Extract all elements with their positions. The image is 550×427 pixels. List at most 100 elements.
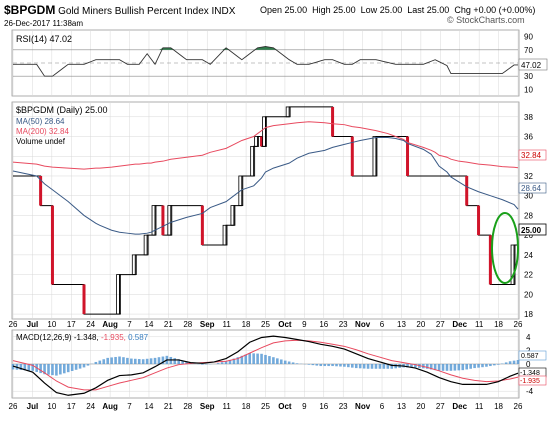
x-tick-label: 17 (67, 402, 76, 411)
macd-histogram-bar (130, 358, 133, 365)
macd-histogram-bar (362, 364, 366, 369)
price-panel: 3836343230282624222018 $BPGDM (Daily) 25… (11, 101, 547, 320)
macd-tick-label: -4 (526, 387, 534, 396)
up-bar (254, 136, 260, 147)
macd-histogram-bar (433, 364, 437, 371)
macd-histogram-bar (319, 364, 323, 367)
up-bar (151, 205, 157, 236)
macd-histogram-bar (62, 364, 66, 374)
up-bar (285, 106, 291, 118)
x-tick-label: 10 (47, 402, 56, 411)
down-bar (161, 205, 165, 236)
x-tick-label: 9 (302, 320, 307, 329)
price-legend-ma50: MA(50) 28.64 (16, 117, 65, 126)
last-price-label: 25.00 (521, 226, 542, 235)
stockcharts-watermark: © StockCharts.com (447, 15, 525, 25)
x-tick-label: Nov (355, 320, 371, 329)
macd-histogram-bar (268, 356, 271, 365)
exchange: INDX (211, 6, 236, 17)
x-tick-label: 14 (145, 320, 154, 329)
macd-histogram-bar (347, 364, 350, 368)
rsi-tick-label: 10 (524, 85, 533, 94)
rsi-tick-label: 30 (524, 72, 533, 81)
macd-histogram-bar (19, 364, 23, 370)
macd-histogram-bar (410, 364, 413, 368)
macd-histogram-bar (489, 364, 492, 367)
x-tick-label: 20 (416, 402, 425, 411)
x-tick-label: 24 (86, 320, 95, 329)
x-tick-label: Dec (452, 320, 467, 329)
macd-histogram-bar (232, 358, 236, 365)
macd-histogram-bar (23, 364, 27, 371)
price-tick-label: 30 (524, 192, 533, 201)
macd-histogram-bar (485, 364, 488, 367)
x-tick-label: 28 (183, 320, 192, 329)
header-quote: Open 25.00 High 25.00 Low 25.00 Last 25.… (260, 5, 536, 15)
macd-histogram-bar (102, 359, 106, 365)
macd-histogram-bar (98, 360, 102, 365)
macd-histogram-bar (126, 357, 129, 365)
price-tick-label: 26 (524, 231, 533, 240)
down-bar (331, 106, 335, 137)
macd-histogram-bar (390, 364, 394, 369)
macd-histogram-bar (248, 353, 252, 365)
x-tick-label: Dec (452, 402, 467, 411)
down-bar (39, 175, 43, 206)
macd-histogram-bar (27, 364, 31, 371)
up-bar (222, 224, 228, 246)
macd-histogram-bar (149, 358, 153, 365)
x-tick-label: 26 (9, 402, 18, 411)
macd-histogram-bar (469, 364, 472, 369)
x-tick-label: Sep (200, 402, 215, 411)
x-tick-label: Jul (27, 320, 39, 329)
macd-histogram-bar (55, 364, 58, 376)
price-legend-volume: Volume undef (16, 137, 66, 146)
price-step-line (13, 106, 518, 315)
macd-histogram-bar (134, 358, 137, 365)
macd-histogram-bar (315, 364, 319, 366)
x-tick-label: 23 (339, 402, 348, 411)
macd-histogram-bar (157, 357, 161, 365)
ma200-value-label: 32.84 (521, 151, 542, 160)
down-bar (350, 136, 354, 176)
macd-histogram-bar (47, 364, 50, 375)
macd-histogram-bar (276, 358, 279, 365)
rsi-last-label: 47.02 (521, 61, 542, 70)
rsi-panel: 9070503010 47.02 RSI(14) 47.02 (11, 29, 548, 97)
macd-histogram-bar (94, 361, 98, 365)
macd-histogram-bar (236, 357, 240, 365)
macd-histogram-bar (240, 355, 244, 365)
up-bar (167, 205, 173, 236)
down-bar (50, 205, 54, 285)
ma200-line (12, 121, 519, 170)
down-bar (200, 205, 204, 246)
macd-histogram-bar (481, 364, 484, 368)
macd-histogram-bar (216, 363, 220, 365)
x-tick-label: 26 (514, 402, 523, 411)
macd-histogram-bar (295, 363, 299, 365)
x-tick-label: Oct (278, 402, 292, 411)
macd-histogram-bar (122, 357, 125, 365)
macd-histogram-bar (307, 364, 311, 365)
x-tick-label: Aug (102, 402, 118, 411)
x-tick-label: 13 (397, 320, 406, 329)
up-bar (131, 254, 137, 276)
price-tick-label: 36 (524, 133, 533, 142)
x-tick-label: Oct (278, 320, 292, 329)
x-tick-label: 14 (145, 402, 154, 411)
macd-legend: MACD(12,26,9) -1.348, -1.935, 0.587 (16, 333, 149, 342)
x-tick-label: 18 (242, 402, 251, 411)
macd-histogram-bar (323, 364, 326, 367)
macd-histogram-bar (272, 357, 275, 365)
price-legend-ma200: MA(200) 32.84 (16, 127, 69, 136)
signal-value-label: -1.935 (520, 378, 540, 385)
macd-histogram-bar (173, 358, 177, 365)
macd-histogram-bar (335, 364, 338, 367)
macd-histogram-bar (386, 364, 390, 369)
x-tick-label: 26 (9, 320, 18, 329)
rsi-legend: RSI(14) 47.02 (16, 34, 72, 44)
macd-histogram-bar (441, 364, 445, 371)
macd-histogram-bar (378, 364, 382, 369)
macd-histogram-bar (366, 364, 370, 369)
macd-histogram-bar (331, 364, 334, 367)
